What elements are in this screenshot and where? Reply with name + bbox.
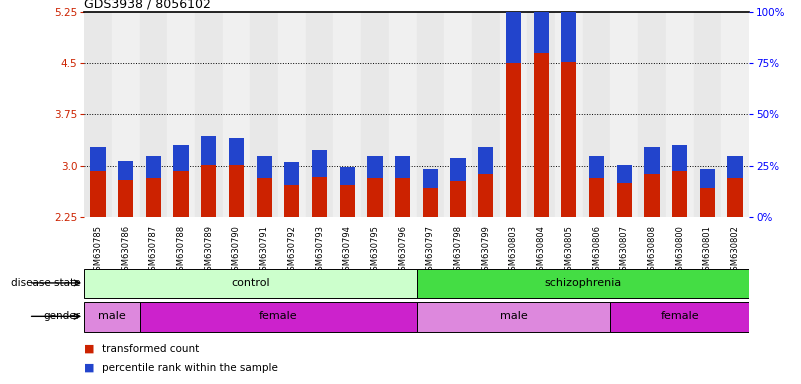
Bar: [506, 63, 521, 217]
Bar: [672, 171, 687, 217]
Bar: [423, 188, 438, 217]
Text: control: control: [231, 278, 270, 288]
Bar: [306, 12, 333, 217]
Text: GDS3938 / 8056102: GDS3938 / 8056102: [84, 0, 211, 10]
Bar: [672, 145, 687, 171]
Bar: [694, 12, 721, 217]
Text: gender: gender: [43, 311, 80, 321]
Bar: [527, 12, 555, 217]
Bar: [91, 171, 106, 217]
Bar: [256, 156, 272, 178]
Bar: [146, 178, 161, 217]
Bar: [388, 12, 417, 217]
Bar: [340, 167, 355, 185]
Text: schizophrenia: schizophrenia: [544, 278, 622, 288]
Text: male: male: [500, 311, 527, 321]
Bar: [174, 171, 189, 217]
Bar: [118, 180, 133, 217]
Bar: [644, 174, 659, 217]
Bar: [562, 61, 577, 217]
Bar: [201, 164, 216, 217]
Bar: [395, 156, 410, 178]
Bar: [478, 174, 493, 217]
Bar: [417, 12, 445, 217]
Bar: [112, 12, 139, 217]
Bar: [146, 156, 161, 178]
Bar: [229, 164, 244, 217]
Bar: [201, 136, 216, 164]
Bar: [368, 178, 383, 217]
Bar: [617, 164, 632, 183]
Bar: [478, 147, 493, 174]
Bar: [284, 185, 300, 217]
Bar: [555, 12, 582, 217]
Bar: [256, 178, 272, 217]
Bar: [167, 12, 195, 217]
Bar: [700, 188, 715, 217]
Bar: [727, 156, 743, 178]
Bar: [700, 169, 715, 188]
Bar: [139, 12, 167, 217]
Bar: [223, 12, 250, 217]
Text: ■: ■: [84, 363, 95, 373]
Bar: [417, 302, 610, 332]
Text: percentile rank within the sample: percentile rank within the sample: [102, 363, 278, 373]
Bar: [638, 12, 666, 217]
Text: male: male: [98, 311, 126, 321]
Bar: [533, 53, 549, 217]
Bar: [417, 269, 749, 298]
Text: female: female: [660, 311, 699, 321]
Bar: [340, 185, 355, 217]
Bar: [445, 12, 472, 217]
Bar: [284, 162, 300, 185]
Bar: [229, 138, 244, 164]
Bar: [589, 178, 604, 217]
Bar: [450, 181, 465, 217]
Bar: [278, 12, 306, 217]
Bar: [312, 150, 327, 177]
Bar: [617, 183, 632, 217]
Text: ■: ■: [84, 344, 95, 354]
Bar: [395, 178, 410, 217]
Bar: [174, 145, 189, 171]
Bar: [610, 12, 638, 217]
Bar: [644, 147, 659, 174]
Bar: [472, 12, 500, 217]
Bar: [118, 161, 133, 180]
Bar: [721, 12, 749, 217]
Text: female: female: [259, 311, 297, 321]
Bar: [727, 178, 743, 217]
Text: transformed count: transformed count: [102, 344, 199, 354]
Bar: [139, 302, 417, 332]
Bar: [582, 12, 610, 217]
Bar: [506, 7, 521, 63]
Bar: [450, 158, 465, 181]
Bar: [361, 12, 388, 217]
Bar: [500, 12, 527, 217]
Bar: [312, 177, 327, 217]
Bar: [84, 269, 417, 298]
Bar: [610, 302, 749, 332]
Bar: [562, 4, 577, 61]
Bar: [91, 147, 106, 171]
Bar: [84, 12, 112, 217]
Bar: [84, 302, 139, 332]
Bar: [368, 156, 383, 178]
Text: disease state: disease state: [10, 278, 80, 288]
Bar: [589, 156, 604, 178]
Bar: [666, 12, 694, 217]
Bar: [250, 12, 278, 217]
Bar: [333, 12, 361, 217]
Bar: [195, 12, 223, 217]
Bar: [533, 0, 549, 53]
Bar: [423, 169, 438, 188]
